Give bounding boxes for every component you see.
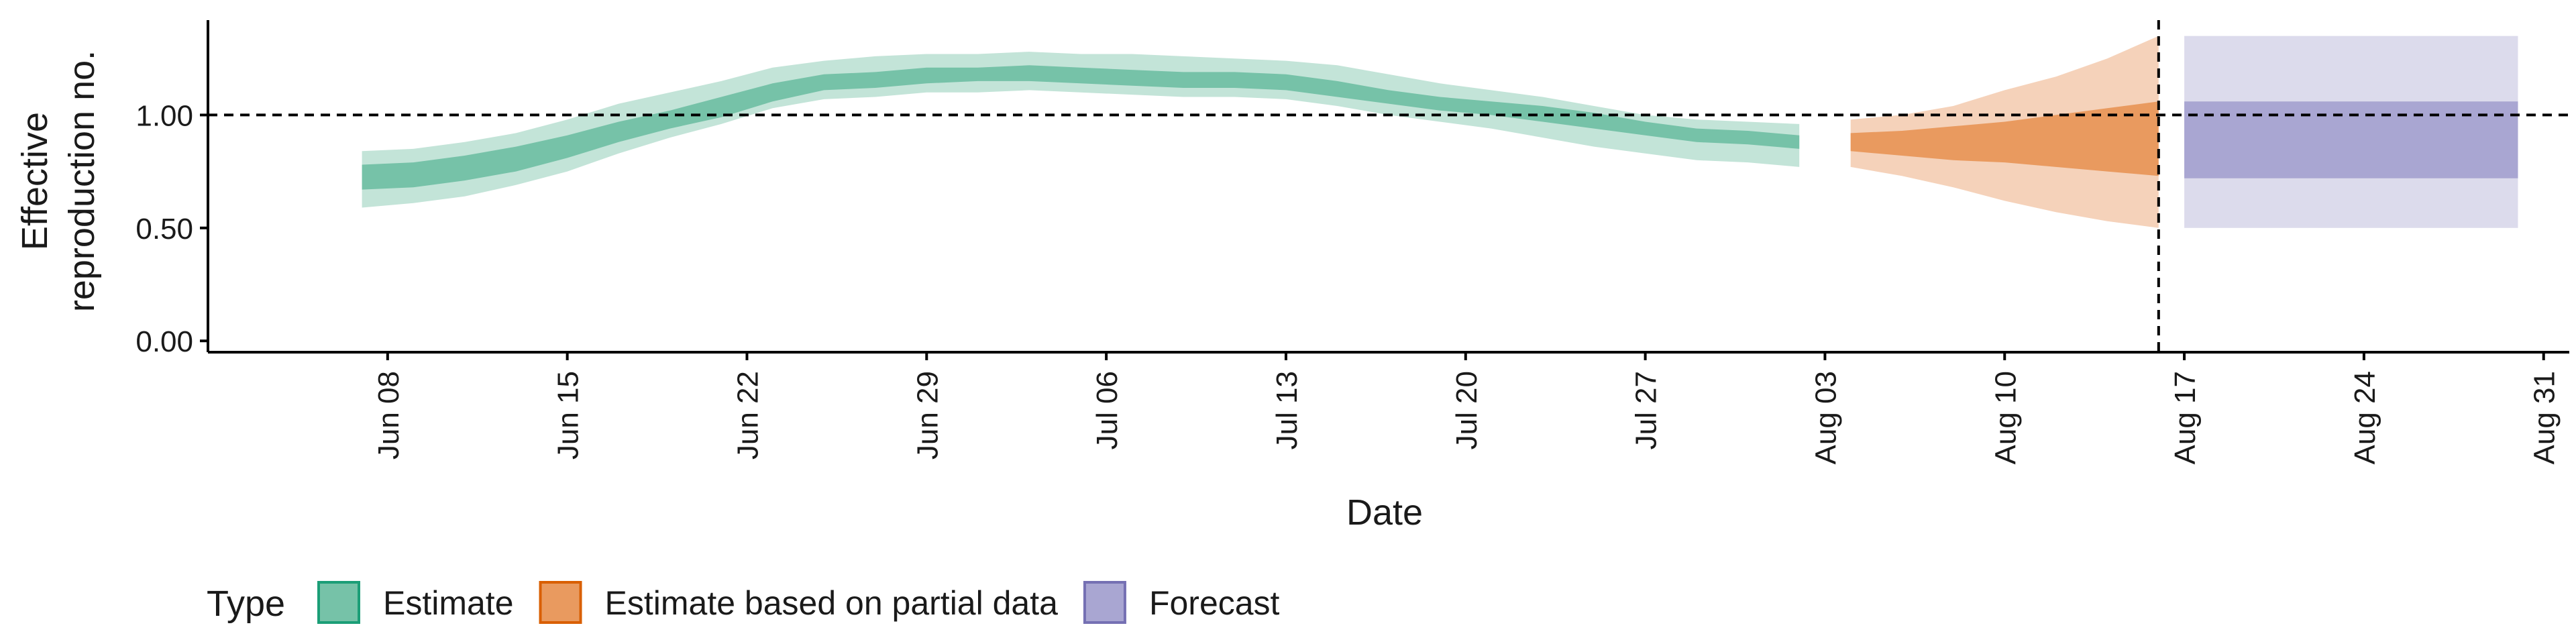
y-axis-title-line-1: Effective: [15, 112, 55, 250]
x-tick-label: Aug 17: [2169, 371, 2202, 464]
legend: Type Estimate Estimate based on partial d…: [207, 581, 1280, 624]
y-tick-label: 1.00: [136, 99, 193, 132]
legend-label-estimate: Estimate: [383, 584, 514, 622]
x-tick-label: Jul 06: [1091, 371, 1124, 449]
x-tick-label: Jun 15: [552, 371, 585, 460]
x-tick-label: Aug 10: [1989, 371, 2022, 464]
legend-key-forecast: [1083, 581, 1126, 624]
x-tick-label: Jul 20: [1450, 371, 1483, 449]
band-inner-estimate: [362, 65, 1800, 190]
band-layer: [362, 36, 2518, 228]
band-outer-estimate: [362, 52, 1800, 208]
axes: [207, 20, 2569, 354]
x-tick-label: Jul 27: [1630, 371, 1663, 449]
y-axis-title-line-2: reproduction no.: [62, 50, 102, 312]
tick-layer: 0.00 0.50 1.00 Jun 08 Jun 15 Jun 22 Jun 29 Jul …: [136, 99, 2561, 464]
x-tick-label: Aug 03: [1809, 371, 1842, 464]
band-inner-estimate-based-on-partial-data: [1850, 101, 2159, 176]
x-tick-label: Jun 29: [911, 371, 944, 460]
band-inner-forecast: [2184, 101, 2518, 178]
x-tick-label: Aug 31: [2528, 371, 2561, 464]
legend-key-estimate-based-on-partial-data: [539, 581, 582, 624]
reference-lines: [208, 20, 2569, 352]
legend-label-estimate-based-on-partial-data: Estimate based on partial data: [605, 584, 1059, 622]
x-tick-label: Jul 13: [1271, 371, 1303, 449]
x-tick-label: Jun 22: [731, 371, 764, 460]
legend-key-estimate: [317, 581, 360, 624]
y-tick-label: 0.00: [136, 325, 193, 358]
y-tick-label: 0.50: [136, 213, 193, 246]
legend-label-forecast: Forecast: [1149, 584, 1280, 622]
x-axis-title: Date: [1346, 492, 1423, 533]
x-tick-label: Jun 08: [372, 371, 405, 460]
x-tick-label: Aug 24: [2349, 371, 2381, 464]
legend-title: Type: [207, 584, 285, 624]
